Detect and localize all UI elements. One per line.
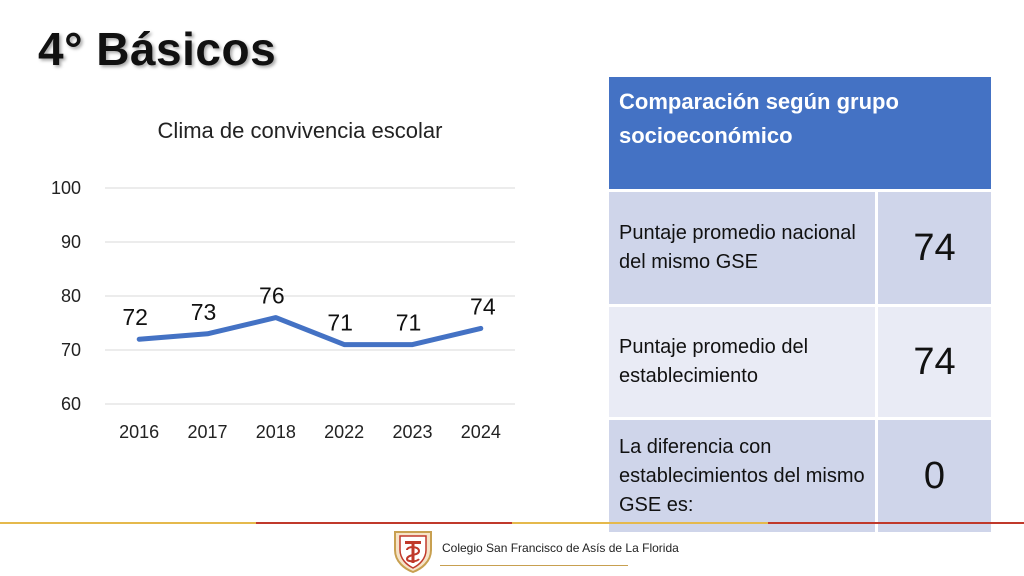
chart-title: Clima de convivencia escolar: [158, 118, 443, 143]
table-row: La diferencia con establecimientos del m…: [609, 417, 991, 532]
data-labels: 72 73 76 71 71 74: [122, 283, 495, 336]
series-line: [136, 315, 484, 348]
x-tick-label: 2016: [119, 422, 159, 442]
y-tick-label: 90: [61, 232, 81, 252]
chart-gridlines: [105, 187, 515, 405]
y-axis-ticks: 60 70 80 90 100: [51, 178, 81, 414]
table-row: Puntaje promedio del establecimiento 74: [609, 304, 991, 417]
row-label-difference: La diferencia con establecimientos del m…: [609, 417, 875, 532]
footer-divider: [512, 522, 768, 524]
page-title: 4° Básicos: [38, 23, 277, 75]
y-tick-label: 60: [61, 394, 81, 414]
data-label: 71: [396, 310, 422, 336]
footer-divider: [768, 522, 1024, 524]
row-value-national: 74: [875, 189, 991, 304]
data-label: 76: [259, 283, 285, 309]
footer-divider: [0, 522, 256, 524]
x-tick-label: 2023: [392, 422, 432, 442]
data-label: 71: [327, 310, 353, 336]
row-label-national: Puntaje promedio nacional del mismo GSE: [609, 189, 875, 304]
y-tick-label: 100: [51, 178, 81, 198]
x-tick-label: 2018: [256, 422, 296, 442]
x-axis-ticks: 2016 2017 2018 2022 2023 2024: [119, 422, 501, 442]
x-tick-label: 2022: [324, 422, 364, 442]
row-value-difference: 0: [875, 417, 991, 532]
x-tick-label: 2017: [187, 422, 227, 442]
comparison-header: Comparación según grupo socioeconómico: [609, 77, 991, 189]
school-crest-icon: [394, 531, 432, 574]
school-name-underline: [440, 565, 628, 566]
row-value-school: 74: [875, 304, 991, 417]
comparison-table: Comparación según grupo socioeconómico P…: [609, 77, 991, 532]
data-label: 73: [191, 299, 217, 325]
y-tick-label: 80: [61, 286, 81, 306]
data-label: 72: [122, 304, 148, 330]
y-tick-label: 70: [61, 340, 81, 360]
footer-divider: [256, 522, 512, 524]
row-label-school: Puntaje promedio del establecimiento: [609, 304, 875, 417]
line-chart: Clima de convivencia escolar 60 70 80 90 100…: [51, 118, 515, 442]
data-label: 74: [470, 293, 496, 319]
table-row: Puntaje promedio nacional del mismo GSE …: [609, 189, 991, 304]
x-tick-label: 2024: [461, 422, 501, 442]
school-name: Colegio San Francisco de Asís de La Flor…: [442, 541, 679, 555]
